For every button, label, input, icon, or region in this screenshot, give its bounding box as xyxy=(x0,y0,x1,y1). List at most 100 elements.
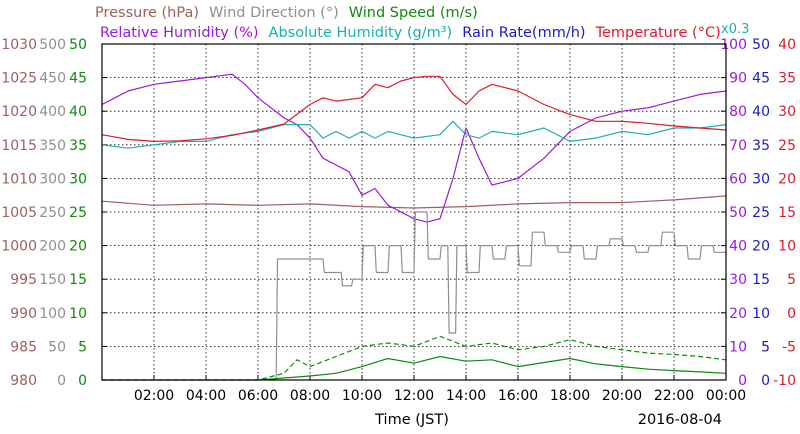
series-line-0 xyxy=(101,195,727,209)
legend-item-row2-0: Relative Humidity (%) xyxy=(100,25,259,41)
rain-rate-tick-label: 50 xyxy=(752,37,770,53)
wind-direction-tick-label: 100 xyxy=(39,306,66,322)
rain-rate-tick-label: 45 xyxy=(752,71,770,87)
humidity-tick-label: 0 xyxy=(738,373,747,389)
legend-item-row1-1: Wind Direction (°) xyxy=(209,5,339,21)
rain-rate-tick-label: 5 xyxy=(761,339,770,355)
pressure-tick-label: 980 xyxy=(10,373,37,389)
rain-rate-tick-label: 25 xyxy=(752,205,770,221)
x-tick-label: 10:00 xyxy=(342,388,382,404)
x-tick-label: 22:00 xyxy=(654,388,694,404)
wind-speed-tick-label: 15 xyxy=(69,272,87,288)
wind-speed-tick-label: 30 xyxy=(69,171,87,187)
wind-speed-tick-label: 40 xyxy=(69,104,87,120)
chart-date: 2016-08-04 xyxy=(638,412,722,428)
humidity-tick-label: 70 xyxy=(729,138,747,154)
wind-direction-tick-label: 0 xyxy=(57,373,66,389)
pressure-tick-label: 1030 xyxy=(1,37,37,53)
legend: Pressure (hPa) Wind Direction (°) Wind Spe… xyxy=(95,5,749,41)
x-tick-label: 00:00 xyxy=(706,388,746,404)
temperature-tick-label: 40 xyxy=(778,37,796,53)
legend-item-row2-3: Temperature (°C) xyxy=(595,25,721,41)
temperature-tick-label: -10 xyxy=(773,373,796,389)
wind-direction-tick-label: 350 xyxy=(39,138,66,154)
pressure-tick-label: 1020 xyxy=(1,104,37,120)
rain-rate-tick-label: 15 xyxy=(752,272,770,288)
pressure-tick-label: 995 xyxy=(10,272,37,288)
pressure-tick-label: 1015 xyxy=(1,138,37,154)
x-tick-label: 04:00 xyxy=(186,388,226,404)
wind-direction-tick-label: 300 xyxy=(39,171,66,187)
legend-item-row1-2: Wind Speed (m/s) xyxy=(349,5,478,21)
humidity-tick-label: 50 xyxy=(729,205,747,221)
humidity-tick-label: 10 xyxy=(729,339,747,355)
wind-speed-tick-label: 0 xyxy=(78,373,87,389)
wind-speed-tick-label: 20 xyxy=(69,239,87,255)
wind-direction-tick-label: 400 xyxy=(39,104,66,120)
wind-direction-tick-label: 500 xyxy=(39,37,66,53)
legend-item-row1-0: Pressure (hPa) xyxy=(95,5,199,21)
wind-speed-tick-label: 25 xyxy=(69,205,87,221)
pressure-tick-label: 1000 xyxy=(1,239,37,255)
legend-item-row2-2: Rain Rate(mm/h) xyxy=(462,25,585,41)
x-axis-title: Time (JST) xyxy=(374,412,449,428)
x-tick-label: 20:00 xyxy=(602,388,642,404)
wind-direction-tick-label: 50 xyxy=(48,339,66,355)
wind-direction-tick-label: 200 xyxy=(39,239,66,255)
temperature-tick-label: -5 xyxy=(782,339,796,355)
x-tick-label: 06:00 xyxy=(238,388,278,404)
pressure-tick-label: 1010 xyxy=(1,171,37,187)
temperature-tick-label: 25 xyxy=(778,138,796,154)
left-axes: 9809859909951000100510101015102010251030… xyxy=(1,37,107,389)
x-axis: 02:00 04:00 06:00 08:00 10:00 12:00 14:00 16:00… xyxy=(134,375,746,404)
series-lines xyxy=(101,73,727,381)
humidity-tick-label: 90 xyxy=(729,71,747,87)
rain-rate-tick-label: 35 xyxy=(752,138,770,154)
pressure-tick-label: 1025 xyxy=(1,71,37,87)
humidity-tick-label: 20 xyxy=(729,306,747,322)
rain-rate-tick-label: 30 xyxy=(752,171,770,187)
wind-direction-tick-label: 150 xyxy=(39,272,66,288)
legend-item-row2-1: Absolute Humidity (g/m³) xyxy=(269,25,453,41)
x-tick-label: 18:00 xyxy=(550,388,590,404)
wind-direction-tick-label: 250 xyxy=(39,205,66,221)
temperature-tick-label: 5 xyxy=(787,272,796,288)
x-tick-label: 14:00 xyxy=(446,388,486,404)
plot-frame xyxy=(101,43,727,381)
wind-speed-tick-label: 45 xyxy=(69,71,87,87)
series-line-5 xyxy=(102,355,727,381)
wind-speed-tick-label: 35 xyxy=(69,138,87,154)
series-line-4 xyxy=(271,211,726,381)
grid xyxy=(102,44,726,380)
pressure-tick-label: 990 xyxy=(10,306,37,322)
rain-rate-tick-label: 40 xyxy=(752,104,770,120)
pressure-tick-label: 985 xyxy=(10,339,37,355)
legend-multiplier: x0.3 xyxy=(721,22,749,37)
x-tick-label: 08:00 xyxy=(290,388,330,404)
humidity-tick-label: 80 xyxy=(729,104,747,120)
temperature-tick-label: 15 xyxy=(778,205,796,221)
x-tick-label: 02:00 xyxy=(134,388,174,404)
humidity-tick-label: 60 xyxy=(729,171,747,187)
temperature-tick-label: 35 xyxy=(778,71,796,87)
wind-speed-tick-label: 50 xyxy=(69,37,87,53)
wind-direction-tick-label: 450 xyxy=(39,71,66,87)
temperature-tick-label: 30 xyxy=(778,104,796,120)
x-tick-label: 16:00 xyxy=(498,388,538,404)
rain-rate-tick-label: 20 xyxy=(752,239,770,255)
wind-speed-tick-label: 10 xyxy=(69,306,87,322)
series-line-1 xyxy=(101,73,727,223)
x-tick-label: 12:00 xyxy=(394,388,434,404)
humidity-tick-label: 30 xyxy=(729,272,747,288)
pressure-tick-label: 1005 xyxy=(1,205,37,221)
temperature-tick-label: 0 xyxy=(787,306,796,322)
right-axes: 0 10 20 30 40 50 60 70 80 90 100 0 5 10 15 20 25 30 35 40 45… xyxy=(720,37,796,389)
humidity-tick-label: 40 xyxy=(729,239,747,255)
series-line-6 xyxy=(102,335,727,381)
temperature-tick-label: 20 xyxy=(778,171,796,187)
legend-row-1: Pressure (hPa) Wind Direction (°) Wind Spe… xyxy=(95,5,478,21)
rain-rate-tick-label: 10 xyxy=(752,306,770,322)
humidity-tick-label: 100 xyxy=(720,37,747,53)
legend-row-2: Relative Humidity (%) Absolute Humidity (… xyxy=(100,25,721,41)
